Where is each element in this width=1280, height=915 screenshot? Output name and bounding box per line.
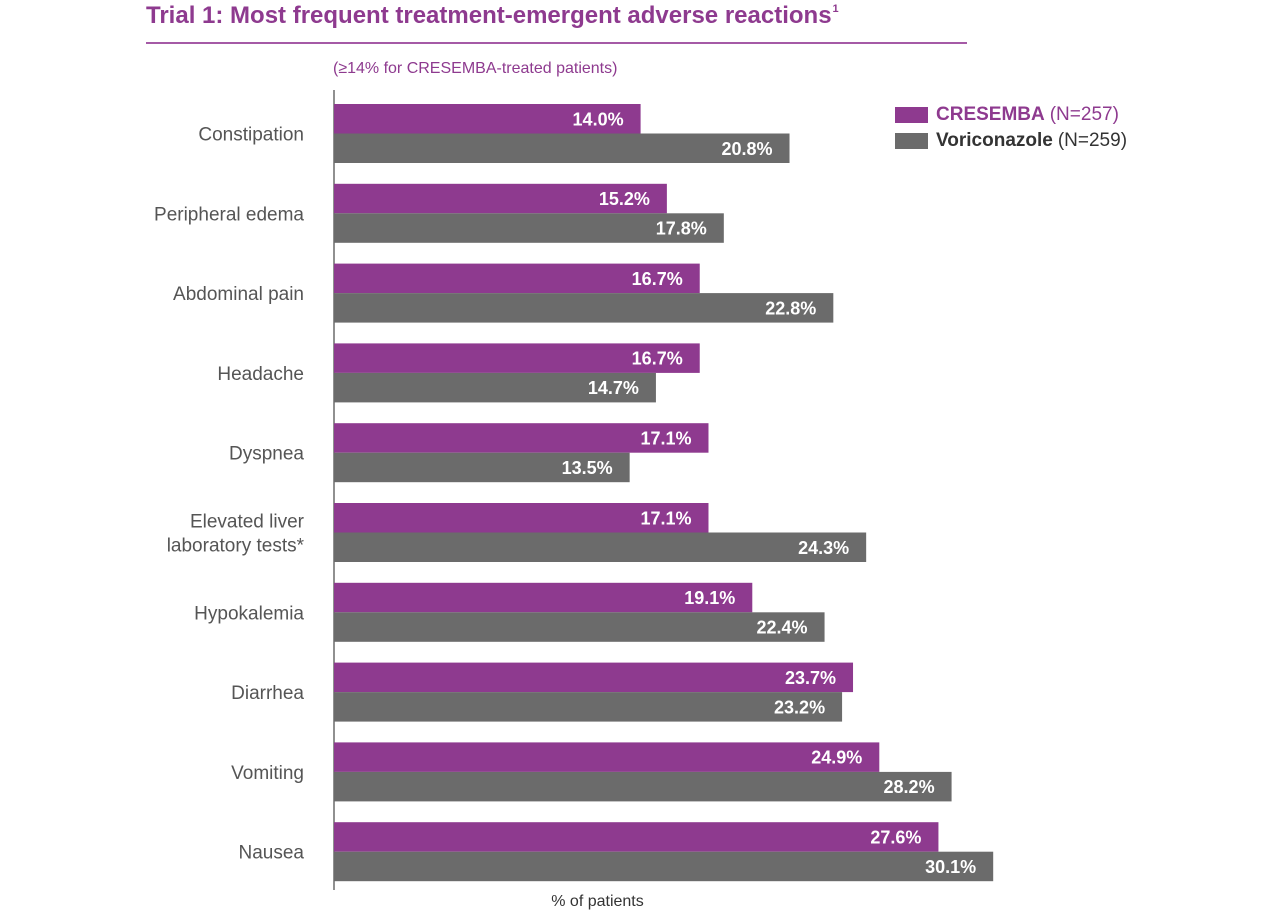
category-label: Hypokalemia — [194, 603, 304, 624]
bar-cresemba — [334, 104, 641, 134]
bar-cresemba — [334, 183, 667, 214]
bar-voriconazole — [334, 133, 790, 163]
bar-voriconazole — [334, 612, 825, 642]
bar-cresemba — [334, 263, 700, 294]
category-label: Vomiting — [231, 763, 304, 784]
category-label: Constipation — [198, 125, 304, 146]
x-axis-label: % of patients — [551, 893, 644, 910]
bar-value-label: 19.1% — [684, 588, 735, 608]
category-label: Peripheral edema — [154, 204, 304, 225]
category-label: Diarrhea — [231, 683, 304, 704]
legend-name-voriconazole: Voriconazole — [936, 130, 1053, 151]
bar-value-label: 14.7% — [588, 378, 639, 398]
bar-cresemba — [334, 822, 939, 852]
bar-voriconazole — [334, 452, 630, 483]
legend-name-cresemba: CRESEMBA — [936, 104, 1045, 125]
bar-cresemba — [334, 343, 700, 373]
bar-voriconazole — [334, 771, 952, 802]
chart-title-footnote: 1 — [832, 3, 839, 15]
bar-value-label: 27.6% — [870, 827, 921, 847]
bar-value-label: 16.7% — [632, 269, 683, 289]
bar-value-label: 22.4% — [757, 618, 808, 638]
category-label: Elevated liver — [190, 512, 305, 533]
bar-voriconazole — [334, 692, 843, 722]
legend-item-cresemba: CRESEMBA (N=257) — [895, 102, 1127, 128]
bar-value-label: 23.2% — [774, 697, 825, 717]
bar-voriconazole — [334, 213, 724, 243]
bar-value-label: 15.2% — [599, 189, 650, 209]
bar-voriconazole — [334, 372, 656, 403]
bar-value-label: 17.1% — [640, 508, 691, 528]
category-label: Nausea — [239, 843, 305, 864]
category-label: Headache — [217, 364, 304, 385]
legend-item-voriconazole: Voriconazole (N=259) — [895, 128, 1127, 154]
chart-title-text: Trial 1: Most frequent treatment-emergen… — [146, 2, 832, 29]
bar-voriconazole — [334, 293, 834, 323]
category-label: Dyspnea — [229, 444, 304, 465]
bar-value-label: 17.8% — [656, 219, 707, 239]
chart-subtitle: (≥14% for CRESEMBA-treated patients) — [333, 60, 618, 77]
bar-value-label: 23.7% — [785, 668, 836, 688]
bar-cresemba — [334, 742, 880, 772]
bar-value-label: 13.5% — [562, 458, 613, 478]
bar-value-label: 16.7% — [632, 349, 683, 369]
bar-value-label: 22.8% — [765, 298, 816, 318]
title-divider — [146, 42, 967, 44]
bar-value-label: 20.8% — [721, 139, 772, 159]
bar-value-label: 30.1% — [925, 857, 976, 877]
bar-value-label: 28.2% — [884, 777, 935, 797]
chart-title: Trial 1: Most frequent treatment-emergen… — [146, 2, 839, 30]
bar-voriconazole — [334, 532, 867, 562]
bar-cresemba — [334, 423, 709, 453]
legend-n-voriconazole: (N=259) — [1057, 130, 1128, 151]
category-label: Abdominal pain — [173, 284, 304, 305]
bar-voriconazole — [334, 851, 994, 882]
chart-legend: CRESEMBA (N=257) Voriconazole (N=259) — [895, 102, 1127, 154]
bar-value-label: 24.9% — [811, 748, 862, 768]
legend-swatch-voriconazole — [895, 133, 928, 149]
legend-swatch-cresemba — [895, 107, 928, 123]
bar-value-label: 24.3% — [798, 538, 849, 558]
category-label: laboratory tests* — [167, 536, 305, 557]
bar-cresemba — [334, 503, 709, 533]
bar-cresemba — [334, 662, 854, 693]
bar-value-label: 14.0% — [573, 109, 624, 129]
bar-value-label: 17.1% — [640, 428, 691, 448]
legend-n-cresemba: (N=257) — [1049, 104, 1119, 125]
bar-cresemba — [334, 582, 753, 613]
